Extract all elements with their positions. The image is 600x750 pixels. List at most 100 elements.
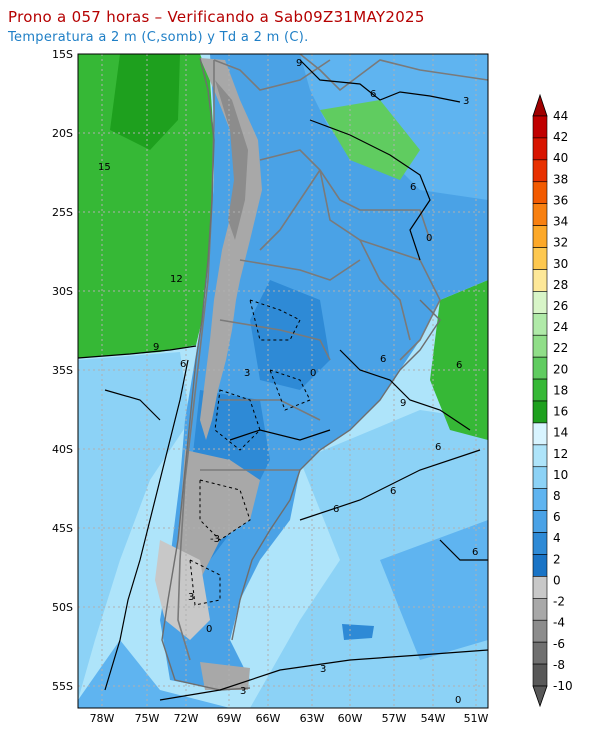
colorbar-label: 28 <box>553 278 568 292</box>
contour-label: 0 <box>206 624 212 635</box>
colorbar-cell <box>532 400 548 424</box>
atlantic-cold-pocket <box>380 520 488 660</box>
contour-label: -3 <box>210 534 220 545</box>
colorbar-label: 24 <box>553 320 568 334</box>
colorbar-cell <box>532 247 548 270</box>
colorbar: 4442403836343230282624222018161412108642… <box>532 93 573 708</box>
contour-label: 3 <box>188 592 194 603</box>
lon-label: 51W <box>464 712 489 725</box>
lat-label: 20S <box>52 127 73 140</box>
map-frame <box>77 53 489 709</box>
colorbar-label: 6 <box>553 510 561 524</box>
colorbar-label: 2 <box>553 552 561 566</box>
colorbar-cell <box>532 444 548 468</box>
colorbar-cell <box>532 641 548 665</box>
colorbar-label: -8 <box>553 658 565 672</box>
isotherm-contours <box>78 59 488 701</box>
contour-labels: 9 6 3 15 12 9 6 3 0 6 9 6 6 6 6 6 3 0 3 … <box>98 58 478 706</box>
map-title: Prono a 057 horas – Verificando a Sab09Z… <box>8 8 425 26</box>
colorbar-labels: 4442403836343230282624222018161412108642… <box>553 109 573 693</box>
lat-label: 25S <box>52 206 73 219</box>
lat-label: 50S <box>52 601 73 614</box>
patagonian-icefield-cold <box>155 540 210 640</box>
contour-label: 6 <box>180 359 186 370</box>
colorbar-cell <box>532 663 548 687</box>
coastline <box>161 57 441 691</box>
lon-label: 72W <box>174 712 199 725</box>
colorbar-label: 40 <box>553 151 568 165</box>
map-canvas: 9 6 3 15 12 9 6 3 0 6 9 6 6 6 6 6 3 0 3 … <box>78 54 488 708</box>
colorbar-label: -10 <box>553 679 573 693</box>
colorbar-cell <box>532 422 548 446</box>
colorbar-label: 4 <box>553 531 561 545</box>
contour-label: 6 <box>380 354 386 365</box>
colorbar-cell <box>532 313 548 336</box>
contour-label: 15 <box>98 162 111 173</box>
colorbar-cell <box>532 269 548 292</box>
colorbar-label: 8 <box>553 489 561 503</box>
contour-label: 6 <box>370 89 376 100</box>
colorbar-label: 34 <box>553 215 568 229</box>
colorbar-cell <box>532 619 548 643</box>
colorbar-label: 36 <box>553 193 568 207</box>
cuyo-cool-zone <box>250 280 330 390</box>
lat-label: 35S <box>52 364 73 377</box>
colorbar-label: 42 <box>553 130 568 144</box>
drake-cool-zone <box>78 640 230 708</box>
lat-label: 15S <box>52 48 73 61</box>
contour-label: 0 <box>455 695 461 706</box>
colorbar-cell <box>532 598 548 621</box>
colorbar-cell <box>532 532 548 555</box>
colorbar-cells <box>532 115 548 687</box>
contour-label: 6 <box>435 442 441 453</box>
colorbar-label: -2 <box>553 595 565 609</box>
contour-label: 6 <box>390 486 396 497</box>
brazil-hot-spot <box>320 100 420 180</box>
contour-label: 9 <box>296 58 302 69</box>
pacific-warm-core <box>110 54 180 150</box>
contour-label: 6 <box>456 360 462 371</box>
colorbar-cell <box>532 225 548 248</box>
lon-label: 66W <box>256 712 281 725</box>
lon-label: 78W <box>90 712 115 725</box>
contour-label: 3 <box>463 96 469 107</box>
lon-label: 54W <box>421 712 446 725</box>
pacific-cool-zone <box>78 352 190 700</box>
colorbar-cell <box>532 466 548 489</box>
colorbar-label: -4 <box>553 616 565 630</box>
colorbar-label: 10 <box>553 468 568 482</box>
contour-label: 3 <box>244 368 250 379</box>
colorbar-cell <box>532 137 548 161</box>
contour-label: 9 <box>400 398 406 409</box>
contour-label: 6 <box>410 182 416 193</box>
colorbar-label: 16 <box>553 405 568 419</box>
colorbar-cell <box>532 510 548 533</box>
colorbar-label: 20 <box>553 362 568 376</box>
colorbar-cell <box>532 378 548 402</box>
lat-label: 45S <box>52 522 73 535</box>
latitude-labels: 15S 20S 25S 30S 35S 40S 45S 50S 55S <box>52 48 73 693</box>
lat-label: 55S <box>52 680 73 693</box>
colorbar-cell <box>532 291 548 314</box>
lon-label: 60W <box>338 712 363 725</box>
contour-label: 3 <box>320 664 326 675</box>
colorbar-label: 26 <box>553 299 568 313</box>
colorbar-cell <box>532 181 548 204</box>
map-subtitle: Temperatura a 2 m (C,somb) y Td a 2 m (C… <box>8 30 309 45</box>
colorbar-cell <box>532 159 548 183</box>
contour-label: 12 <box>170 274 183 285</box>
colorbar-cell <box>532 203 548 226</box>
atlantic-warm-zone <box>430 280 488 440</box>
colorbar-label: 12 <box>553 447 568 461</box>
lat-label: 40S <box>52 443 73 456</box>
lon-label: 75W <box>135 712 160 725</box>
colorbar-label: 22 <box>553 341 568 355</box>
contour-label: 0 <box>310 368 316 379</box>
lon-label: 57W <box>382 712 407 725</box>
colorbar-label: 18 <box>553 383 568 397</box>
tierra-del-fuego-cold <box>200 662 250 690</box>
colorbar-cell <box>532 115 548 139</box>
contour-label: 6 <box>333 504 339 515</box>
colorbar-cell <box>532 554 548 577</box>
